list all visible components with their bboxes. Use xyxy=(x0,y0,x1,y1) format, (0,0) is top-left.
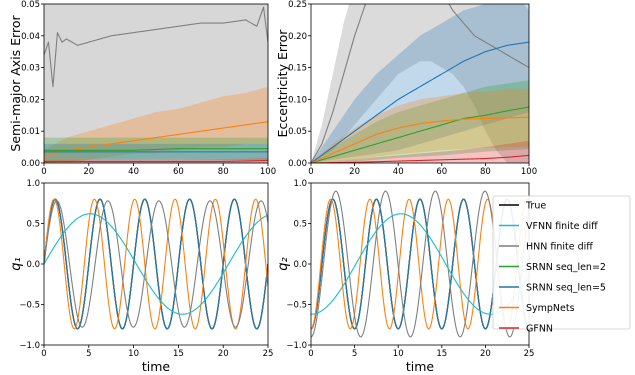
y-tick-label: 0.00 xyxy=(21,159,40,169)
legend-label: VFNN finite diff xyxy=(526,221,598,232)
y-tick-label: 0.00 xyxy=(288,159,307,169)
y-tick-label: 0.15 xyxy=(288,64,307,74)
series-line-hnn-finite-diff xyxy=(311,4,529,163)
y-tick-label: 0.05 xyxy=(21,0,40,10)
y-tick-label: 1.0 xyxy=(26,179,40,189)
legend-label: HNN finite diff xyxy=(526,242,593,253)
band-sympnets xyxy=(44,86,268,163)
x-tick-label: 0 xyxy=(41,167,46,177)
x-tick-label: 20 xyxy=(218,349,229,359)
band-hnn-finite-diff xyxy=(311,4,529,163)
series-line-srnn-seq-len-2 xyxy=(311,106,529,163)
axes-frame xyxy=(310,3,530,164)
x-tick-label: 40 xyxy=(393,167,404,177)
y-tick-label: 0.5 xyxy=(26,220,40,230)
y-tick-label: 0.03 xyxy=(21,64,40,74)
x-tick-label: 20 xyxy=(349,167,360,177)
x-tick-label: 25 xyxy=(263,349,274,359)
band-srnn-seq-len-2 xyxy=(311,80,529,163)
x-tick-label: 10 xyxy=(393,349,404,359)
series-line-sympnets xyxy=(311,116,529,163)
series-line-gfnn xyxy=(311,154,529,163)
series-line-sympnets xyxy=(44,198,268,330)
y-tick-label: 0.0 xyxy=(293,260,307,270)
legend-label: SRNN seq_len=2 xyxy=(526,262,606,273)
y-axis-label: Semi-major Axis Error xyxy=(8,15,23,152)
y-axis-label: q₂ xyxy=(276,257,291,270)
x-axis-label: time xyxy=(142,359,171,374)
band-hnn-finite-diff xyxy=(44,4,268,163)
axes-frame xyxy=(43,3,269,164)
x-tick-label: 10 xyxy=(128,349,139,359)
y-axis-label: Eccentricity Error xyxy=(275,29,290,138)
series-line-srnn-seq-len-2 xyxy=(44,148,268,151)
x-tick-label: 15 xyxy=(436,349,447,359)
y-tick-label: 0.02 xyxy=(21,95,40,105)
band-sympnets xyxy=(311,88,529,163)
x-tick-label: 60 xyxy=(436,167,447,177)
x-tick-label: 80 xyxy=(480,167,491,177)
legend-label: GFNN xyxy=(526,324,553,335)
legend-box xyxy=(492,195,631,330)
y-tick-label: 0.04 xyxy=(21,32,40,42)
y-tick-label: −0.5 xyxy=(286,301,307,311)
x-tick-label: 0 xyxy=(41,349,46,359)
series-line-hnn-finite-diff xyxy=(44,6,268,88)
series-line-gfnn xyxy=(44,159,268,162)
x-tick-label: 100 xyxy=(521,167,537,177)
x-tick-label: 60 xyxy=(173,167,184,177)
legend-label: SRNN seq_len=5 xyxy=(526,283,606,294)
y-axis-label: q₁ xyxy=(9,257,24,270)
y-tick-label: 0.25 xyxy=(288,0,307,10)
y-tick-label: 0.10 xyxy=(288,95,307,105)
band-gfnn xyxy=(311,140,529,163)
x-tick-label: 5 xyxy=(352,349,357,359)
semi-major-axis-error-chart: 0 20 40 60 80 100 0.00 0.01 0.02 0.03 0.04 0.05 Semi… xyxy=(8,0,276,177)
series-line-srnn-seq-len-5 xyxy=(44,198,268,330)
plot-area xyxy=(311,4,529,163)
y-tick-label: −1.0 xyxy=(19,341,40,351)
x-tick-label: 25 xyxy=(524,349,535,359)
y-tick-label: 0.5 xyxy=(293,220,307,230)
x-tick-label: 20 xyxy=(83,167,94,177)
legend: True VFNN finite diff HNN finite diff SRNN … xyxy=(492,195,631,335)
y-tick-label: 0.20 xyxy=(288,32,307,42)
x-tick-label: 100 xyxy=(260,167,276,177)
series-line-srnn-seq-len-5 xyxy=(311,41,529,163)
x-tick-label: 0 xyxy=(308,167,313,177)
x-tick-label: 15 xyxy=(173,349,184,359)
x-tick-label: 40 xyxy=(128,167,139,177)
y-tick-label: 0.0 xyxy=(26,260,40,270)
y-tick-label: −0.5 xyxy=(19,301,40,311)
plot-area xyxy=(44,198,268,330)
x-tick-label: 80 xyxy=(218,167,229,177)
y-tick-label: −1.0 xyxy=(286,341,307,351)
x-tick-label: 0 xyxy=(308,349,313,359)
plot-area xyxy=(44,4,268,163)
x-tick-label: 5 xyxy=(86,349,91,359)
y-tick-label: 0.01 xyxy=(21,127,40,137)
x-axis-label: time xyxy=(406,359,435,374)
band-srnn-seq-len-2 xyxy=(44,137,268,163)
eccentricity-error-chart: 0 20 40 60 80 100 0.00 0.05 0.10 0.15 0.20 0.25 Ecce… xyxy=(275,0,537,177)
series-line-vfnn-finite-diff xyxy=(44,213,268,315)
series-line-sympnets xyxy=(44,121,268,158)
series-line-hnn-finite-diff xyxy=(44,200,268,328)
legend-label: True xyxy=(525,201,546,212)
q1-trajectory-chart: 0 5 10 15 20 25 −1.0 −0.5 0.0 0.5 1.0 q₁ time xyxy=(9,179,273,374)
y-tick-label: 1.0 xyxy=(293,179,307,189)
legend-label: SympNets xyxy=(526,303,575,314)
y-tick-label: 0.05 xyxy=(288,127,307,137)
x-tick-label: 20 xyxy=(480,349,491,359)
